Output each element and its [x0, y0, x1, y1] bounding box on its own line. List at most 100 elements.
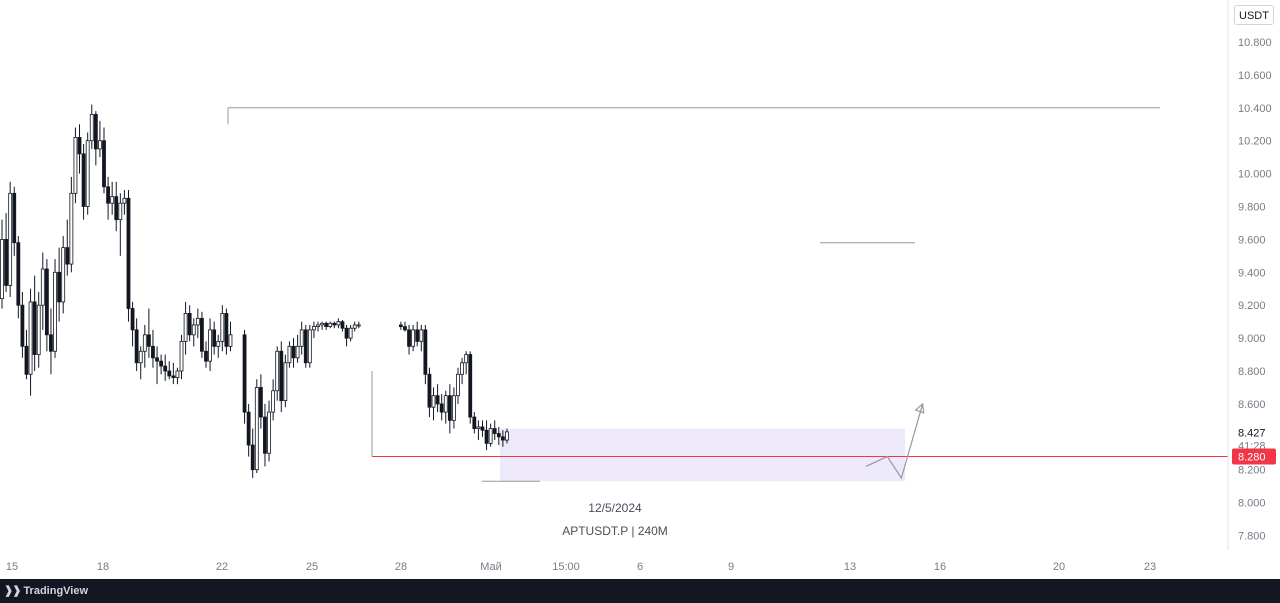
candle[interactable]	[159, 354, 164, 375]
candle[interactable]	[352, 321, 357, 332]
candle[interactable]	[283, 354, 288, 408]
candle[interactable]	[85, 132, 90, 215]
candle[interactable]	[4, 213, 8, 293]
candle[interactable]	[398, 321, 403, 330]
candle[interactable]	[53, 259, 57, 358]
candle[interactable]	[208, 318, 212, 371]
candle[interactable]	[0, 219, 4, 309]
candle[interactable]	[456, 367, 460, 404]
candle[interactable]	[12, 186, 17, 256]
candle[interactable]	[328, 321, 333, 329]
candle[interactable]	[472, 412, 477, 434]
candle[interactable]	[303, 324, 308, 368]
candle[interactable]	[419, 324, 424, 352]
candle[interactable]	[93, 111, 98, 166]
candle[interactable]	[204, 341, 208, 368]
candle[interactable]	[447, 384, 452, 434]
candle[interactable]	[191, 318, 196, 347]
candle[interactable]	[155, 346, 159, 385]
candle[interactable]	[439, 394, 444, 421]
candle[interactable]	[134, 318, 139, 371]
candle[interactable]	[65, 219, 70, 276]
candle[interactable]	[142, 324, 147, 368]
candle[interactable]	[423, 324, 428, 385]
candle[interactable]	[505, 428, 509, 444]
candle[interactable]	[299, 321, 304, 355]
candle[interactable]	[106, 176, 110, 220]
candle[interactable]	[496, 426, 501, 446]
candle[interactable]	[291, 338, 296, 368]
candle[interactable]	[316, 321, 320, 332]
candle[interactable]	[81, 143, 86, 220]
candle[interactable]	[130, 301, 135, 347]
tradingview-logo[interactable]: ❱❱ TradingView	[4, 584, 88, 598]
candle[interactable]	[500, 430, 505, 447]
candle[interactable]	[340, 320, 345, 332]
candle[interactable]	[183, 301, 188, 355]
candle[interactable]	[114, 181, 119, 232]
candle[interactable]	[146, 308, 151, 358]
candle[interactable]	[138, 346, 143, 380]
candle[interactable]	[228, 321, 233, 352]
candle[interactable]	[476, 420, 481, 441]
candle[interactable]	[443, 390, 448, 424]
demand-zone[interactable]	[500, 428, 905, 482]
candle[interactable]	[163, 354, 168, 381]
candle[interactable]	[98, 120, 102, 158]
currency-button[interactable]: USDT	[1234, 5, 1274, 25]
candle[interactable]	[279, 341, 284, 413]
candle[interactable]	[492, 420, 497, 441]
candle[interactable]	[8, 181, 13, 297]
candle[interactable]	[187, 305, 192, 342]
candle[interactable]	[246, 403, 251, 457]
candle[interactable]	[69, 176, 74, 273]
price-chart[interactable]: 12/5/2024 APTUSDT.P | 240M 10.80010.6001…	[0, 0, 1280, 579]
candle[interactable]	[435, 384, 440, 413]
candle[interactable]	[61, 236, 66, 314]
projection-path[interactable]	[865, 403, 924, 480]
candle[interactable]	[16, 236, 21, 319]
candle[interactable]	[250, 428, 255, 478]
candle[interactable]	[480, 420, 485, 437]
candle[interactable]	[258, 374, 263, 429]
candle[interactable]	[468, 351, 473, 424]
candle[interactable]	[242, 329, 247, 424]
candle[interactable]	[431, 387, 436, 421]
candle[interactable]	[175, 367, 180, 385]
candle[interactable]	[263, 403, 267, 467]
candle[interactable]	[126, 190, 131, 322]
candle[interactable]	[216, 334, 221, 358]
candle[interactable]	[452, 387, 456, 429]
candle[interactable]	[295, 334, 300, 363]
candle[interactable]	[356, 321, 361, 329]
candle[interactable]	[89, 104, 94, 149]
candle[interactable]	[20, 292, 25, 358]
candle[interactable]	[122, 190, 127, 215]
candle[interactable]	[271, 379, 276, 421]
candle[interactable]	[407, 324, 411, 355]
candle[interactable]	[488, 423, 493, 447]
candle[interactable]	[49, 308, 53, 375]
candle[interactable]	[267, 400, 271, 462]
candle[interactable]	[344, 324, 349, 347]
candle[interactable]	[320, 321, 324, 330]
candle[interactable]	[411, 324, 416, 352]
candle[interactable]	[332, 321, 337, 329]
candle[interactable]	[151, 329, 155, 368]
candle[interactable]	[102, 127, 106, 194]
candle[interactable]	[179, 334, 184, 380]
candle[interactable]	[167, 361, 172, 380]
candle[interactable]	[57, 247, 62, 322]
candle[interactable]	[403, 321, 407, 332]
candle[interactable]	[77, 124, 82, 174]
candle[interactable]	[24, 329, 29, 380]
candle[interactable]	[110, 181, 115, 215]
candle[interactable]	[224, 308, 229, 355]
candle[interactable]	[200, 311, 204, 358]
candle[interactable]	[212, 321, 217, 355]
candle[interactable]	[220, 305, 225, 352]
candle[interactable]	[32, 275, 37, 371]
candle[interactable]	[415, 321, 420, 347]
candle[interactable]	[118, 193, 123, 256]
candle[interactable]	[36, 292, 41, 368]
